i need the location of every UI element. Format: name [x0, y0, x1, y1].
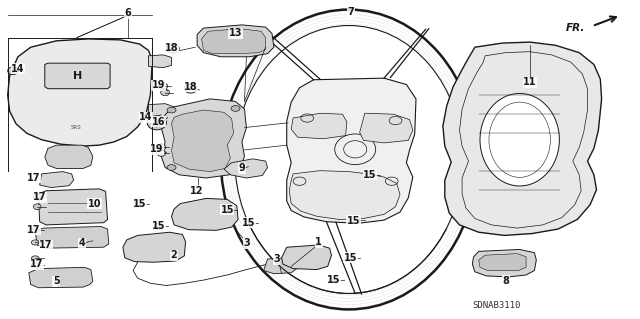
Text: 2: 2: [171, 250, 177, 260]
Text: 1: 1: [316, 237, 322, 248]
Text: 7: 7: [348, 7, 354, 17]
Polygon shape: [291, 113, 347, 139]
Ellipse shape: [135, 200, 144, 207]
Ellipse shape: [365, 172, 374, 178]
Text: 13: 13: [228, 28, 243, 39]
Polygon shape: [148, 104, 174, 117]
Polygon shape: [123, 232, 186, 262]
Polygon shape: [40, 172, 74, 188]
Ellipse shape: [31, 256, 39, 261]
Text: 15: 15: [132, 198, 147, 209]
Polygon shape: [161, 99, 246, 178]
Text: 17: 17: [30, 259, 44, 269]
Ellipse shape: [161, 89, 170, 96]
Text: 18: 18: [184, 82, 198, 92]
Ellipse shape: [157, 150, 166, 156]
Text: 4: 4: [79, 238, 85, 248]
Text: 16: 16: [152, 117, 166, 127]
Ellipse shape: [330, 277, 339, 283]
Ellipse shape: [480, 93, 559, 186]
Text: 17: 17: [26, 173, 40, 183]
Text: FR.: FR.: [566, 23, 586, 33]
Polygon shape: [38, 189, 108, 225]
Polygon shape: [479, 254, 526, 271]
Text: 17: 17: [26, 225, 40, 235]
Text: 14: 14: [11, 63, 25, 74]
Text: SDNAB3110: SDNAB3110: [472, 301, 521, 310]
Text: 11: 11: [523, 77, 537, 87]
Ellipse shape: [31, 240, 39, 245]
Ellipse shape: [184, 84, 197, 93]
Polygon shape: [287, 78, 416, 223]
Ellipse shape: [147, 116, 166, 130]
Polygon shape: [289, 171, 400, 219]
Text: 3: 3: [243, 238, 250, 248]
Polygon shape: [224, 159, 268, 178]
Polygon shape: [45, 63, 110, 89]
Text: 9: 9: [239, 163, 245, 174]
Polygon shape: [29, 267, 93, 288]
Ellipse shape: [167, 107, 176, 113]
Text: 15: 15: [363, 170, 377, 180]
Ellipse shape: [351, 217, 360, 223]
Ellipse shape: [31, 263, 39, 268]
Polygon shape: [8, 39, 152, 146]
Ellipse shape: [167, 165, 176, 170]
Ellipse shape: [152, 119, 162, 127]
Text: 18: 18: [164, 43, 179, 54]
Polygon shape: [35, 226, 109, 248]
Polygon shape: [202, 29, 266, 54]
Polygon shape: [360, 113, 413, 143]
Polygon shape: [264, 258, 298, 274]
Ellipse shape: [234, 169, 243, 175]
Text: 15: 15: [344, 253, 358, 263]
Text: 15: 15: [152, 221, 166, 232]
Polygon shape: [443, 42, 602, 235]
Ellipse shape: [166, 44, 179, 53]
Text: H: H: [73, 71, 82, 81]
Polygon shape: [472, 249, 536, 277]
Polygon shape: [197, 25, 274, 57]
Ellipse shape: [154, 223, 163, 230]
Polygon shape: [45, 145, 93, 168]
Polygon shape: [148, 55, 172, 68]
Text: 14: 14: [139, 112, 153, 122]
Text: 15: 15: [241, 218, 255, 228]
Text: SRS: SRS: [70, 125, 81, 130]
Text: 19: 19: [150, 144, 164, 154]
Ellipse shape: [346, 255, 355, 261]
Text: 15: 15: [220, 205, 234, 215]
Ellipse shape: [31, 228, 39, 233]
Ellipse shape: [157, 144, 166, 151]
Text: 15: 15: [327, 275, 341, 285]
Ellipse shape: [33, 194, 41, 200]
Text: 10: 10: [88, 198, 102, 209]
Text: 17: 17: [39, 240, 53, 250]
Text: 19: 19: [152, 80, 166, 91]
Ellipse shape: [33, 204, 41, 210]
Text: 15: 15: [346, 216, 360, 226]
Text: 6: 6: [125, 8, 131, 19]
Polygon shape: [282, 245, 332, 270]
Text: 5: 5: [53, 276, 60, 286]
Ellipse shape: [244, 219, 253, 226]
Text: 12: 12: [190, 186, 204, 196]
Polygon shape: [172, 198, 238, 230]
Ellipse shape: [223, 207, 232, 213]
Ellipse shape: [159, 83, 168, 89]
Ellipse shape: [8, 67, 18, 75]
Text: 8: 8: [502, 276, 509, 286]
Text: 3: 3: [273, 254, 280, 264]
Text: 17: 17: [33, 192, 47, 202]
Ellipse shape: [231, 106, 240, 111]
Polygon shape: [172, 110, 234, 172]
